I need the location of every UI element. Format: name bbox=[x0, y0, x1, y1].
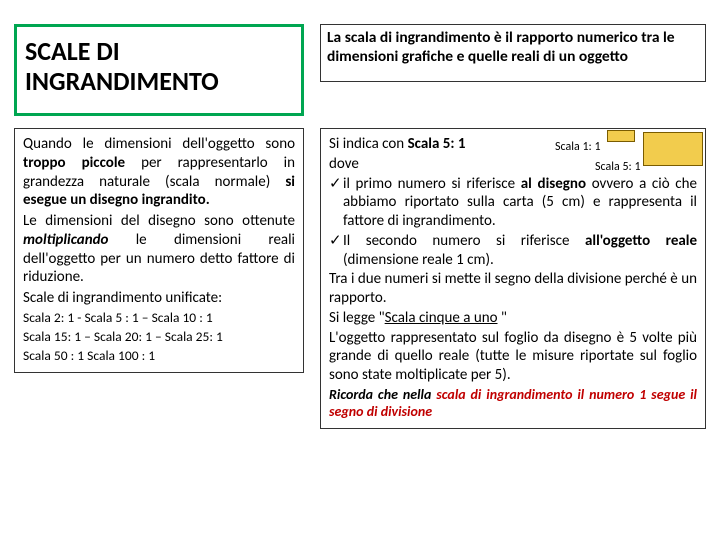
right-l4: Si legge "Scala cinque a uno " bbox=[329, 309, 697, 328]
scales-line-2: Scala 15: 1 – Scala 20: 1 – Scala 25: 1 bbox=[23, 329, 295, 346]
left-p2: Le dimensioni del disegno sono ottenute … bbox=[23, 212, 295, 287]
right-bullet-1: ✓ il primo numero si riferisce al disegn… bbox=[329, 175, 697, 231]
definition-box: La scala di ingrandimento è il rapporto … bbox=[320, 24, 706, 82]
left-p3: Scale di ingrandimento unificate: bbox=[23, 289, 295, 308]
right-l5: L'oggetto rappresentato sul foglio da di… bbox=[329, 329, 697, 385]
right-l1: Si indica con Scala 5: 1 bbox=[329, 135, 697, 154]
right-l6: Ricorda che nella scala di ingrandimento… bbox=[329, 386, 697, 421]
right-column: Si indica con Scala 5: 1 dove ✓ il primo… bbox=[320, 128, 706, 429]
rect-small-icon bbox=[607, 130, 635, 142]
scale-5-1-label: Scala 5: 1 bbox=[595, 160, 641, 174]
page-title: SCALE DI INGRANDIMENTO bbox=[25, 37, 293, 97]
left-column: Quando le dimensioni dell'oggetto sono t… bbox=[14, 128, 304, 373]
scale-1-1-label: Scala 1: 1 bbox=[555, 140, 601, 154]
right-l2: dove bbox=[329, 155, 697, 174]
right-bullet-2: ✓ Il secondo numero si riferisce all'ogg… bbox=[329, 232, 697, 270]
definition-text: La scala di ingrandimento è il rapporto … bbox=[327, 29, 699, 66]
check-icon: ✓ bbox=[329, 232, 343, 270]
right-l3: Tra i due numeri si mette il segno della… bbox=[329, 270, 697, 308]
scales-line-3: Scala 50 : 1 Scala 100 : 1 bbox=[23, 348, 295, 365]
left-p1: Quando le dimensioni dell'oggetto sono t… bbox=[23, 135, 295, 210]
rect-big-icon bbox=[643, 132, 703, 166]
check-icon: ✓ bbox=[329, 175, 343, 231]
scales-line-1: Scala 2: 1 - Scala 5 : 1 – Scala 10 : 1 bbox=[23, 310, 295, 327]
title-box: SCALE DI INGRANDIMENTO bbox=[14, 24, 304, 116]
